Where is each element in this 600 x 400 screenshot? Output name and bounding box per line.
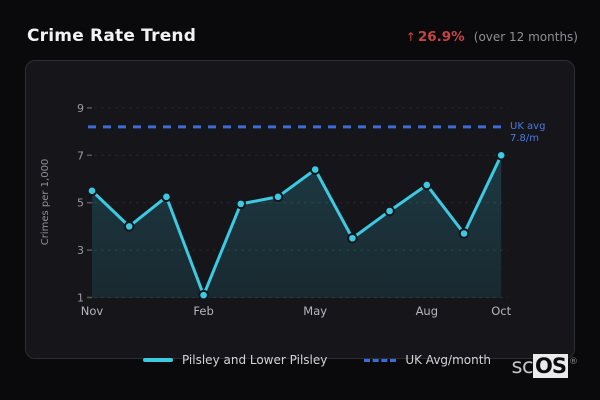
trend-indicator: ↑ 26.9% (over 12 months) (406, 26, 578, 45)
y-tick-label: 5 (77, 197, 84, 210)
trend-percentage: 26.9% (417, 29, 465, 45)
uk-avg-value-label: 7.8/m (510, 133, 539, 144)
data-point[interactable] (309, 164, 321, 175)
y-tick-label: 7 (77, 149, 84, 162)
data-point[interactable] (458, 228, 470, 239)
x-tick-label: Aug (416, 304, 438, 318)
logo-prefix: sc (511, 354, 534, 378)
data-point[interactable] (384, 205, 395, 217)
legend-label-uk-avg: UK Avg/month (405, 353, 492, 367)
registered-trademark-icon: ® (569, 357, 578, 367)
trend-up-arrow-icon: ↑ (405, 30, 416, 44)
page-title: Crime Rate Trend (27, 26, 197, 46)
scos-logo: scOS ® (511, 354, 578, 382)
data-point[interactable] (123, 221, 135, 232)
data-point[interactable] (495, 150, 507, 161)
legend-dash-swatch-icon (364, 358, 397, 362)
widget-header: Crime Rate Trend ↑ 26.9% (over 12 months) (27, 26, 578, 46)
chart-legend: Pilsley and Lower Pilsley UK Avg/month (17, 353, 600, 367)
data-point[interactable] (421, 179, 433, 191)
area-fill (92, 155, 502, 298)
data-point[interactable] (86, 185, 98, 197)
trend-period: (over 12 months) (473, 30, 578, 44)
y-axis-title: Crimes per 1,000 (40, 159, 51, 246)
data-point[interactable] (347, 232, 358, 244)
legend-line-swatch-icon (142, 358, 173, 362)
data-point[interactable] (198, 289, 209, 301)
uk-avg-label: UK avg (510, 121, 545, 132)
data-point[interactable] (161, 191, 172, 203)
y-tick-label: 3 (77, 244, 84, 257)
series-line (90, 153, 503, 297)
y-tick-label: 9 (77, 102, 84, 115)
x-tick-label: Oct (491, 304, 511, 318)
data-point[interactable] (272, 191, 284, 203)
data-point[interactable] (235, 198, 247, 210)
logo-suffix: OS (533, 354, 568, 378)
x-tick-label: Nov (81, 304, 104, 318)
chart-card: 9 7 5 3 1 Crimes per 1,000 UK avg 7.8/m Nov Feb Ma… (25, 60, 575, 359)
legend-label-pilsley: Pilsley and Lower Pilsley (181, 353, 328, 367)
x-tick-label: Feb (193, 304, 213, 318)
y-tick-label: 1 (77, 292, 84, 305)
x-tick-label: May (303, 304, 327, 318)
